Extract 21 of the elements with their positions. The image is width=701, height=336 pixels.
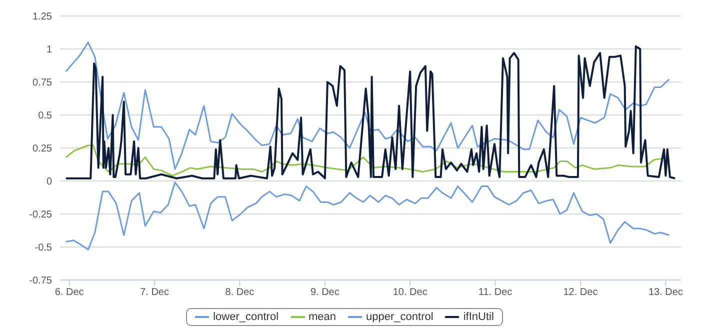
y-tick-label: 1	[46, 44, 52, 56]
legend-label: upper_control	[366, 311, 434, 323]
y-tick-label: -0.75	[29, 276, 52, 287]
x-tick-label: 10. Dec	[392, 287, 428, 298]
y-tick-label: 0.25	[32, 144, 52, 155]
y-tick-label: 0	[46, 176, 52, 188]
x-tick-label: 9. Dec	[310, 287, 340, 298]
x-tick-label: 13. Dec	[648, 287, 683, 298]
y-tick-label: -0.25	[29, 210, 52, 221]
x-tick-label: 6. Dec	[54, 287, 84, 298]
y-tick-label: -0.5	[34, 242, 52, 254]
legend-label: mean	[308, 311, 336, 323]
x-tick-label: 12. Dec	[563, 287, 598, 298]
y-tick-label: 0.75	[32, 78, 52, 89]
x-tick-label: 7. Dec	[140, 287, 169, 298]
legend-label: lower_control	[213, 311, 279, 323]
y-tick-label: 0.5	[38, 110, 52, 122]
legend-label: ifInUtil	[463, 311, 494, 323]
x-tick-label: 11. Dec	[478, 287, 512, 298]
y-tick-label: 1.25	[32, 12, 52, 23]
x-tick-label: 8. Dec	[225, 287, 254, 298]
